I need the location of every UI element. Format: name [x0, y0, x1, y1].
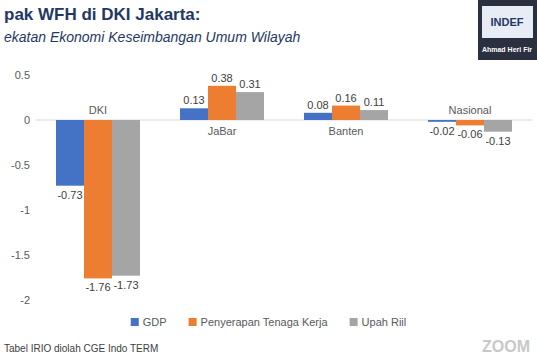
- y-tick-label: 0.5: [15, 69, 30, 81]
- data-label: -1.73: [113, 279, 138, 291]
- title: pak WFH di DKI Jakarta:: [4, 5, 201, 24]
- webcam-screen: [482, 6, 533, 38]
- data-label: 0.11: [364, 96, 385, 108]
- legend-swatch: [131, 318, 139, 326]
- category-label: DKI: [89, 104, 107, 116]
- legend-swatch: [350, 318, 358, 326]
- bar: [456, 120, 484, 125]
- chart: pak WFH di DKI Jakarta: ekatan Ekonomi Ke…: [0, 0, 537, 360]
- bar: [56, 120, 84, 186]
- bar: [180, 108, 208, 120]
- y-tick-label: -2: [20, 294, 30, 306]
- category-label: Nasional: [449, 104, 492, 116]
- bar: [236, 92, 264, 120]
- y-tick-label: -1: [20, 204, 30, 216]
- y-tick-label: -0.5: [11, 159, 30, 171]
- data-label: 0.13: [183, 94, 204, 106]
- y-tick-label: -1.5: [11, 249, 30, 261]
- data-label: -0.13: [485, 135, 510, 147]
- data-label: -0.73: [57, 189, 82, 201]
- bar: [304, 113, 332, 120]
- category-label: Banten: [329, 125, 364, 137]
- bar: [360, 110, 388, 120]
- legend-label: Upah Riil: [362, 316, 407, 328]
- source: Tabel IRIO diolah CGE Indo TERM: [4, 343, 158, 354]
- bar: [332, 106, 360, 120]
- category-label: JaBar: [208, 125, 237, 137]
- bar: [428, 120, 456, 122]
- data-label: -1.76: [85, 281, 110, 293]
- data-label: 0.38: [211, 72, 232, 84]
- legend-label: GDP: [143, 316, 167, 328]
- legend: GDP Penyerapan Tenaga Kerja Upah Riil: [131, 316, 407, 328]
- data-label: 0.08: [307, 99, 328, 111]
- annotation: Ahmad Heri Fir: [482, 46, 532, 53]
- legend-swatch: [189, 318, 197, 326]
- data-label: 0.16: [335, 92, 356, 104]
- bar: [208, 86, 236, 120]
- data-label: -0.06: [457, 128, 482, 140]
- y-tick-label: 0: [24, 114, 30, 126]
- bar: [484, 120, 512, 132]
- bar: [112, 120, 140, 276]
- bars: [56, 86, 512, 279]
- annotation: ZOOM: [482, 338, 530, 355]
- legend-label: Penyerapan Tenaga Kerja: [201, 316, 329, 328]
- annotation: INDEF: [491, 16, 524, 28]
- data-label: -0.02: [429, 125, 454, 137]
- subtitle: ekatan Ekonomi Keseimbangan Umum Wilayah: [4, 29, 301, 45]
- bar: [84, 120, 112, 278]
- webcam-box: [478, 0, 537, 60]
- data-label: 0.31: [239, 78, 260, 90]
